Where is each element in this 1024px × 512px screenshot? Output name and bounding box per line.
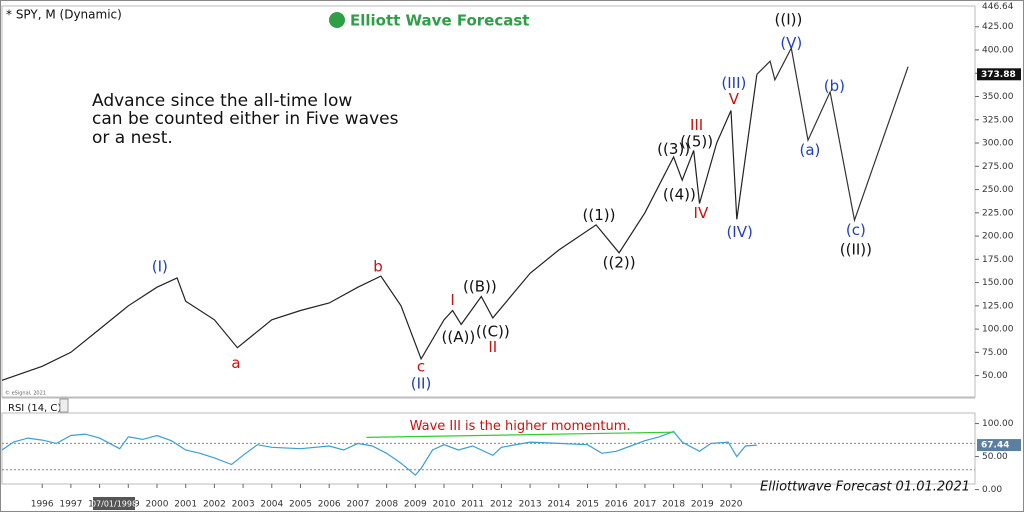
- rsi-panel: [1, 412, 976, 485]
- y-tick-label: 75.00: [982, 348, 1008, 358]
- note: can be counted either in Five waves: [92, 109, 399, 129]
- y-tick-label: 400.00: [982, 46, 1014, 56]
- y-tick-label: 0.00: [982, 485, 1002, 495]
- annotation: ((B)): [463, 278, 497, 296]
- x-tick-label: 1996: [31, 500, 54, 510]
- annotation: V: [729, 90, 740, 108]
- annotation: ((2)): [603, 254, 636, 272]
- annotation: (IV): [726, 223, 752, 241]
- x-tick-label: 2007: [346, 500, 369, 510]
- annotation: (III): [721, 74, 746, 92]
- rsi-title: RSI (14, C): [8, 403, 61, 414]
- series-line: [1, 74, 758, 381]
- annotation: (b): [824, 77, 845, 95]
- series-line: [366, 431, 674, 438]
- last-value-box: [977, 68, 1021, 81]
- y-tick-label: 100.00: [982, 325, 1014, 335]
- series-line: [756, 46, 909, 223]
- x-tick-label: 1997: [59, 500, 82, 510]
- annotation: I: [450, 291, 454, 309]
- annotation: ((4)): [663, 186, 696, 204]
- annotation: ((5)): [680, 133, 713, 151]
- y-tick-label: 275.00: [982, 162, 1014, 172]
- x-tick-label: 2016: [605, 500, 628, 510]
- x-tick-label: 2011: [461, 500, 484, 510]
- top-value: 446.64: [982, 2, 1014, 12]
- symbol: * SPY, M (Dynamic): [6, 8, 122, 22]
- y-tick-label: 350.00: [982, 92, 1014, 102]
- y-tick-label: 50.00: [982, 371, 1008, 381]
- y-tick-label: 125.00: [982, 301, 1014, 311]
- x-tick-label: 2003: [232, 500, 255, 510]
- annotation: ((3)): [657, 140, 690, 158]
- credit: © eSignal, 2021: [5, 390, 46, 397]
- x-tick-label: 2014: [547, 500, 570, 510]
- y-tick-label: 250.00: [982, 185, 1014, 195]
- y-tick-label: 225.00: [982, 208, 1014, 218]
- y-tick-label: 50.00: [982, 452, 1008, 462]
- x-tick-label: 2020: [720, 500, 743, 510]
- series-line: [1, 430, 757, 476]
- x-tick-label: 2019: [691, 500, 714, 510]
- rsi-button[interactable]: [59, 398, 69, 413]
- annotation: (I): [152, 257, 168, 275]
- x-tick-label: 2009: [404, 500, 427, 510]
- annotation: ((II)): [840, 241, 872, 259]
- annotation: (c): [846, 221, 866, 239]
- annotation: a: [231, 354, 240, 372]
- x-tick-label: 2018: [662, 500, 685, 510]
- note: Advance since the all-time low: [92, 91, 352, 111]
- x-tick-label: 2004: [260, 500, 283, 510]
- annotation: ((A)): [442, 328, 476, 346]
- y-tick-label: 325.00: [982, 115, 1014, 125]
- annotation: III: [690, 116, 703, 134]
- annotation: ((C)): [476, 322, 510, 340]
- x-tick-label: 2012: [490, 500, 513, 510]
- annotation: IV: [694, 204, 709, 222]
- x-tick-label: 2010: [433, 500, 456, 510]
- y-tick-label: 175.00: [982, 255, 1014, 265]
- annotation: ((I)): [775, 11, 803, 29]
- footer: Elliottwave Forecast 01.01.2021: [760, 480, 970, 495]
- last-value-label: 373.88: [981, 70, 1016, 80]
- annotation: Wave III is the higher momentum.: [410, 419, 631, 434]
- x-tick-label: 2008: [375, 500, 398, 510]
- annotation: II: [488, 338, 497, 356]
- y-tick-label: 300.00: [982, 139, 1014, 149]
- y-tick-label: 100.00: [982, 419, 1014, 429]
- x-tick-label: 2013: [519, 500, 542, 510]
- annotation: (a): [800, 141, 821, 159]
- logo: Elliott Wave Forecast: [350, 12, 529, 30]
- y-tick-label: 200.00: [982, 232, 1014, 242]
- x-tick-label: 2002: [203, 500, 226, 510]
- x-tick-label: 2005: [289, 500, 312, 510]
- cursor-box: [93, 497, 135, 510]
- logo-icon: [329, 12, 345, 28]
- last-value-label: 67.44: [981, 441, 1009, 451]
- annotation: c: [417, 358, 425, 376]
- note: or a nest.: [92, 128, 173, 148]
- x-tick-label: 2001: [174, 500, 197, 510]
- x-tick-label: 2015: [576, 500, 599, 510]
- y-tick-label: 150.00: [982, 278, 1014, 288]
- annotation: ((1)): [583, 206, 616, 224]
- annotation: b: [373, 257, 383, 275]
- cursor-date: 07/01/1998: [91, 500, 137, 509]
- annotation: (V): [780, 34, 802, 52]
- x-tick-label: 2017: [633, 500, 656, 510]
- annotation: (II): [411, 374, 432, 392]
- y-tick-label: 425.00: [982, 22, 1014, 32]
- x-tick-label: 2000: [146, 500, 169, 510]
- price-panel: [1, 5, 976, 398]
- last-value-box: [977, 439, 1021, 452]
- x-tick-label: 2006: [318, 500, 341, 510]
